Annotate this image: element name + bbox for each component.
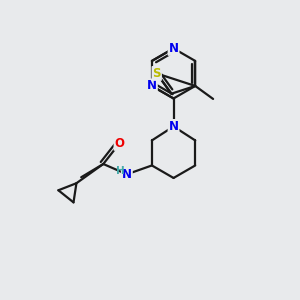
Text: O: O	[115, 137, 124, 150]
Text: N: N	[169, 120, 178, 133]
Text: H: H	[116, 166, 125, 176]
Text: N: N	[147, 80, 157, 92]
Text: N: N	[122, 168, 132, 181]
Text: S: S	[152, 67, 161, 80]
Text: N: N	[169, 42, 178, 55]
